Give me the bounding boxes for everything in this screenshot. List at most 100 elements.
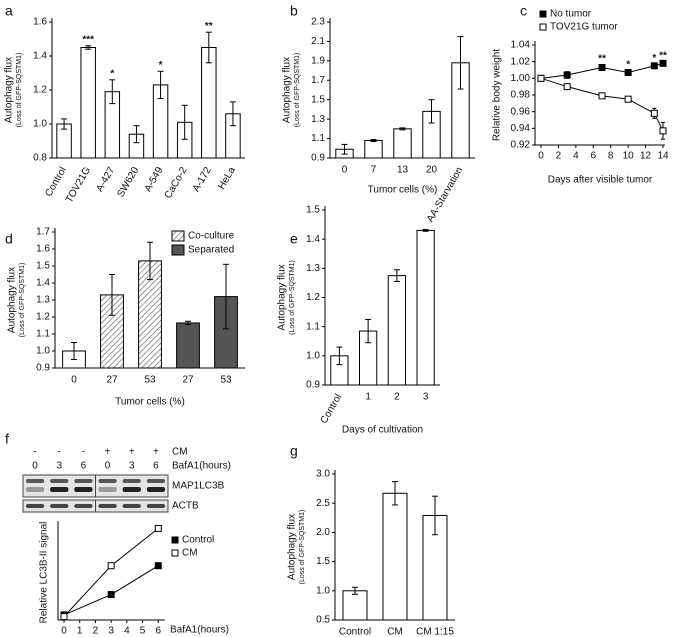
marker (107, 591, 115, 599)
bafa1-time: 0 (105, 461, 111, 472)
y-axis-sublabel: (Loss of GFP-SQSTM1) (294, 53, 301, 128)
marker (598, 64, 606, 71)
x-tick-label: 2 (93, 626, 99, 637)
panel-letter: f (5, 431, 9, 447)
bar (176, 322, 200, 369)
marker (650, 109, 658, 117)
x-tick-label: 2 (394, 392, 400, 403)
x-tick-label: SW620 (115, 165, 141, 199)
y-tick-label: 1.7 (311, 75, 325, 86)
y-tick-label: 1.0 (306, 350, 320, 361)
y-tick-label: 1.3 (36, 295, 50, 306)
band (98, 504, 117, 508)
marker (537, 74, 545, 82)
panel-letter: g (290, 443, 298, 459)
x-tick-label: Control (319, 392, 345, 425)
legend-swatch (171, 230, 185, 242)
cm-sign: - (33, 447, 36, 458)
y-tick-label: 1.4 (306, 234, 320, 245)
y-tick-label: 1.0 (36, 346, 50, 357)
x-tick-label: 10 (623, 151, 635, 162)
x-tick-label: 3 (423, 392, 429, 403)
cm-sign: + (129, 447, 135, 458)
marker (563, 83, 571, 91)
significance: *** (82, 34, 94, 45)
bar (201, 47, 217, 159)
cm-sign: - (82, 447, 85, 458)
bafa1-time: 0 (32, 461, 38, 472)
y-tick-label: 1.9 (311, 55, 325, 66)
bar (364, 140, 383, 159)
band (74, 487, 93, 492)
x-tick-label: 53 (144, 375, 156, 386)
x-tick-label: 13 (397, 165, 409, 176)
legend-swatch (171, 244, 185, 256)
legend-label: Control (182, 535, 214, 546)
x-tick-label: 1 (77, 626, 83, 637)
x-tick-label: 0 (61, 626, 67, 637)
y-tick-label: 1.1 (36, 329, 50, 340)
legend-label: Separated (188, 245, 234, 256)
y-tick-label: 1.7 (36, 227, 50, 238)
band (98, 479, 117, 483)
cm-sign: + (153, 447, 159, 458)
y-tick-label: 1.4 (36, 278, 50, 289)
legend-marker (171, 536, 179, 544)
x-tick-label: 0 (342, 165, 348, 176)
x-tick-label: HeLa (216, 165, 238, 192)
y-tick-label: 1.2 (36, 312, 50, 323)
x-tick-label: 6 (156, 626, 162, 637)
x-tick-label: 27 (106, 375, 118, 386)
x-tick-label: Control (339, 627, 371, 637)
marker (659, 59, 667, 67)
y-tick-label: 0.8 (33, 153, 47, 164)
y-tick-label: 1.00 (511, 73, 531, 84)
band (146, 487, 165, 492)
band (50, 487, 69, 492)
y-tick-label: 1.3 (306, 263, 320, 274)
legend-label: No tumor (550, 9, 592, 20)
bar (342, 590, 368, 621)
y-tick-label: 2.1 (311, 36, 325, 47)
band (122, 479, 141, 483)
bar (382, 492, 408, 621)
y-tick-label: 1.5 (306, 205, 320, 216)
legend-label: TOV21G tumor (550, 22, 618, 33)
y-tick-label: 0.9 (36, 363, 50, 374)
bafa1-time: 6 (81, 461, 87, 472)
panel-letter: c (520, 3, 527, 19)
legend-marker (539, 23, 547, 31)
band (122, 504, 141, 508)
time-label: BafA1(hours) (172, 461, 231, 472)
panel-letter: a (5, 3, 13, 19)
x-tick-label: 2 (556, 151, 562, 162)
x-tick-label: 27 (182, 375, 194, 386)
y-tick-label: 1.2 (33, 85, 47, 96)
y-tick-label: 1.3 (311, 114, 325, 125)
panel-letter: d (5, 231, 13, 247)
band-label: MAP1LC3B (172, 481, 225, 492)
cm-sign: - (58, 447, 61, 458)
x-tick-label: 20 (426, 165, 438, 176)
significance: * (110, 68, 114, 79)
series-line (540, 77, 664, 132)
y-tick-label: 1.1 (306, 321, 320, 332)
band (26, 504, 45, 508)
y-tick-label: 1.0 (316, 585, 330, 596)
x-tick-label: Control (43, 165, 69, 198)
bafa1-time: 3 (129, 461, 135, 472)
y-tick-label: 1.02 (511, 56, 531, 67)
x-tick-label: 0 (71, 375, 77, 386)
significance: * (652, 53, 656, 64)
legend-marker (171, 549, 179, 557)
x-tick-label: 4 (573, 151, 579, 162)
y-tick-label: 0.96 (511, 106, 531, 117)
bar (387, 275, 406, 386)
x-tick-label: 1 (365, 392, 371, 403)
band (146, 479, 165, 483)
x-tick-label: 14 (657, 151, 669, 162)
y-axis-label: Autophagy flux (287, 514, 298, 580)
x-axis-label: Days of cultivation (342, 425, 423, 436)
marker (650, 62, 658, 70)
y-tick-label: 1.1 (311, 133, 325, 144)
